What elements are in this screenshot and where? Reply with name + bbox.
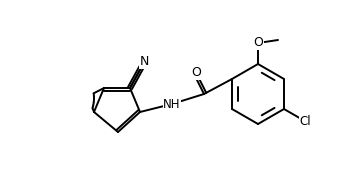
Text: N: N [140,55,149,68]
Text: O: O [253,37,263,49]
Text: Cl: Cl [300,115,312,128]
Text: NH: NH [163,98,181,111]
Text: O: O [191,66,201,80]
